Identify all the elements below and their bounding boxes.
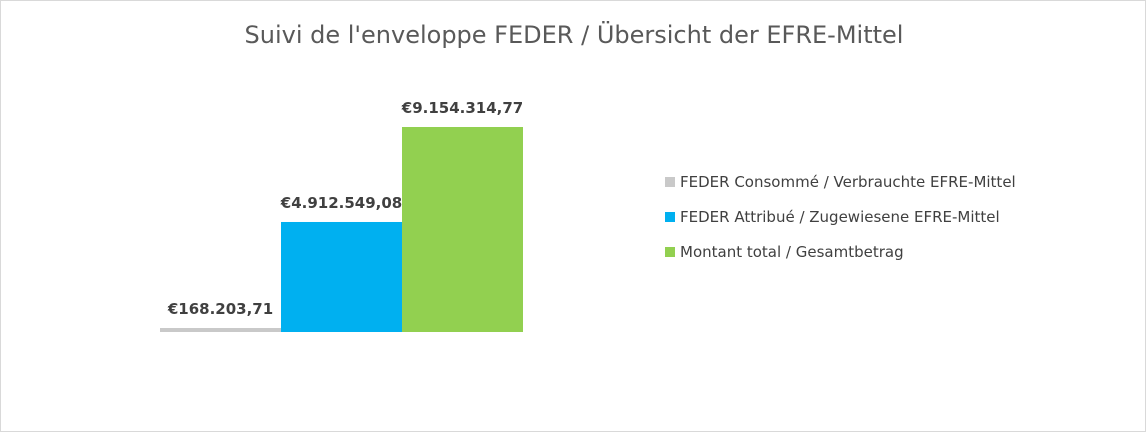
legend-swatch <box>665 246 675 257</box>
data-label-series-2: €4.912.549,08 <box>280 194 402 212</box>
legend-label: FEDER Attribué / Zugewiesene EFRE-Mittel <box>680 207 1000 226</box>
data-label-series-3: €9.154.314,77 <box>401 99 523 117</box>
chart-title: Suivi de l'enveloppe FEDER / Übersicht d… <box>244 21 904 49</box>
legend-label: Montant total / Gesamtbetrag <box>680 242 904 261</box>
legend-swatch <box>665 211 675 222</box>
legend-swatch <box>665 176 675 187</box>
bar-series-1 <box>160 328 281 332</box>
legend-item-2: FEDER Attribué / Zugewiesene EFRE-Mittel <box>665 199 1016 234</box>
bar-series-3 <box>402 127 523 332</box>
legend: FEDER Consommé / Verbrauchte EFRE-Mittel… <box>665 164 1016 269</box>
legend-item-1: FEDER Consommé / Verbrauchte EFRE-Mittel <box>665 164 1016 199</box>
data-label-series-1: €168.203,71 <box>167 300 273 318</box>
bar-series-2 <box>281 221 402 332</box>
legend-item-3: Montant total / Gesamtbetrag <box>665 234 1016 269</box>
legend-label: FEDER Consommé / Verbrauchte EFRE-Mittel <box>680 172 1016 191</box>
